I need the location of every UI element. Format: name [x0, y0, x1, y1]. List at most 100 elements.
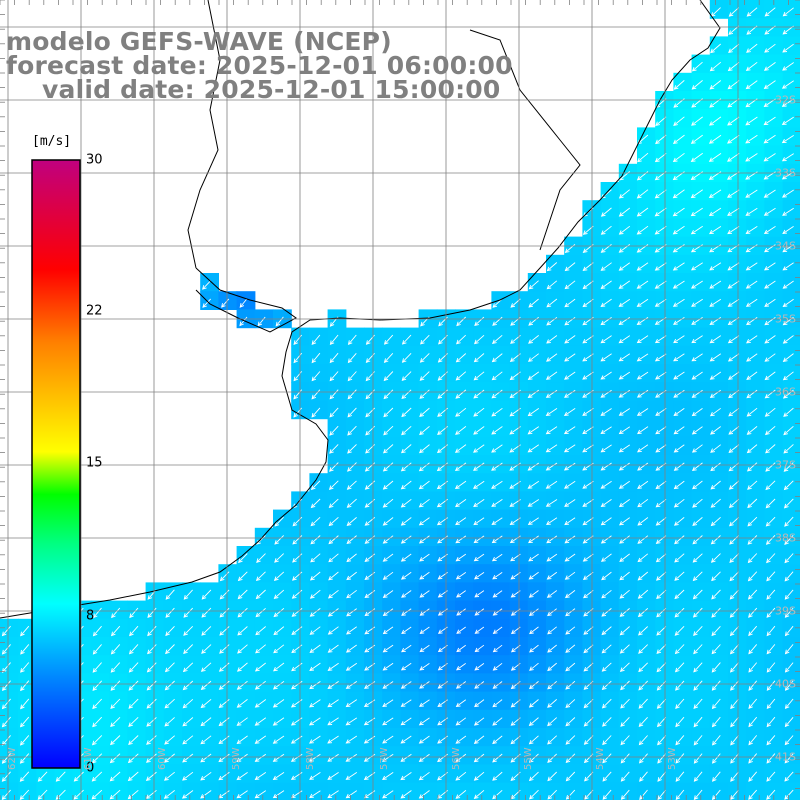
wind-arrow — [418, 444, 430, 454]
wind-arrow — [765, 462, 776, 472]
wind-arrow — [709, 80, 722, 90]
wind-arrow — [618, 317, 631, 326]
wind-arrow — [474, 590, 485, 598]
wind-arrow — [528, 571, 539, 580]
wind-arrow — [311, 352, 321, 364]
wind-arrow — [455, 371, 467, 381]
wind-arrow — [746, 43, 758, 53]
wind-arrow — [600, 280, 612, 289]
wind-arrow — [710, 535, 721, 545]
wind-arrow — [656, 716, 667, 728]
wind-arrow — [290, 772, 303, 780]
wind-arrow — [693, 716, 703, 728]
wind-arrow — [328, 571, 339, 581]
wind-arrow — [128, 698, 139, 709]
wind-arrow — [601, 571, 612, 581]
wind-arrow — [782, 189, 794, 198]
wind-arrow — [20, 698, 30, 710]
wind-arrow — [19, 716, 30, 728]
wind-arrow — [784, 771, 794, 782]
wind-arrow — [419, 681, 430, 689]
wind-arrow — [565, 735, 576, 745]
wind-arrow — [218, 680, 230, 690]
wind-arrow — [345, 753, 358, 762]
wind-arrow — [401, 407, 412, 418]
wind-arrow — [600, 225, 612, 235]
lon-label: 53W — [667, 747, 678, 770]
wind-arrow — [783, 498, 794, 509]
wind-arrow — [672, 134, 685, 144]
wind-arrow — [291, 662, 303, 672]
wind-arrow — [656, 680, 667, 691]
wind-arrow — [163, 790, 175, 799]
wind-arrow — [782, 226, 794, 235]
wind-arrow — [636, 389, 649, 398]
wind-arrow — [746, 389, 758, 399]
wind-arrow — [492, 789, 503, 800]
wind-arrow — [528, 535, 539, 544]
wind-arrow — [618, 353, 631, 362]
wind-arrow — [345, 644, 357, 653]
wind-arrow — [400, 535, 412, 544]
wind-arrow — [619, 644, 630, 654]
wind-arrow — [164, 717, 175, 727]
wind-arrow — [638, 753, 648, 764]
wind-arrow — [400, 444, 412, 454]
wind-arrow — [401, 626, 412, 635]
wind-arrow — [729, 516, 740, 527]
wind-arrow — [729, 589, 739, 600]
wind-arrow — [418, 790, 430, 799]
wind-arrow — [19, 771, 30, 782]
wind-arrow — [600, 389, 612, 398]
wind-arrow — [527, 426, 540, 435]
wind-arrow — [383, 334, 394, 345]
wind-arrow — [236, 790, 248, 799]
wind-arrow — [418, 517, 430, 526]
wind-arrow — [745, 189, 758, 198]
wind-arrow — [692, 480, 703, 490]
wind-arrow — [492, 771, 503, 781]
wind-arrow — [455, 735, 467, 744]
wind-arrow — [182, 698, 194, 709]
wind-arrow — [382, 608, 394, 617]
wind-arrow — [766, 771, 776, 782]
wind-arrow — [237, 571, 248, 582]
wind-arrow — [292, 516, 303, 527]
wind-arrow — [692, 535, 703, 545]
wind-arrow — [564, 553, 576, 562]
wind-arrow — [747, 535, 758, 545]
wind-arrow — [491, 499, 503, 507]
wind-arrow — [708, 189, 722, 199]
wind-arrow — [727, 134, 740, 144]
wind-arrow — [492, 753, 503, 763]
wind-arrow — [601, 644, 612, 654]
wind-arrow — [400, 772, 412, 781]
wind-arrow — [690, 207, 703, 217]
wind-arrow — [272, 717, 285, 726]
wind-arrow — [147, 625, 157, 637]
wind-arrow — [546, 335, 558, 344]
wind-arrow — [419, 663, 430, 671]
wind-arrow — [328, 553, 339, 563]
wind-arrow — [311, 407, 321, 418]
wind-arrow — [709, 262, 722, 271]
wind-arrow — [673, 426, 685, 435]
wind-arrow — [764, 353, 776, 362]
wind-arrow — [728, 444, 740, 453]
wind-arrow — [455, 753, 467, 763]
wind-arrow — [456, 316, 467, 327]
wind-arrow — [748, 771, 758, 782]
wind-arrow — [766, 607, 776, 618]
wind-arrow — [745, 153, 758, 162]
wind-arrow — [782, 62, 794, 71]
wind-arrow — [255, 607, 266, 618]
wind-arrow — [763, 153, 776, 162]
wind-arrow — [400, 571, 412, 580]
wind-arrow — [692, 607, 703, 618]
lon-label: 55W — [523, 747, 534, 770]
wind-arrow — [636, 298, 649, 307]
wind-arrow — [473, 462, 485, 471]
wind-arrow — [600, 517, 612, 526]
wind-arrow — [674, 662, 685, 673]
